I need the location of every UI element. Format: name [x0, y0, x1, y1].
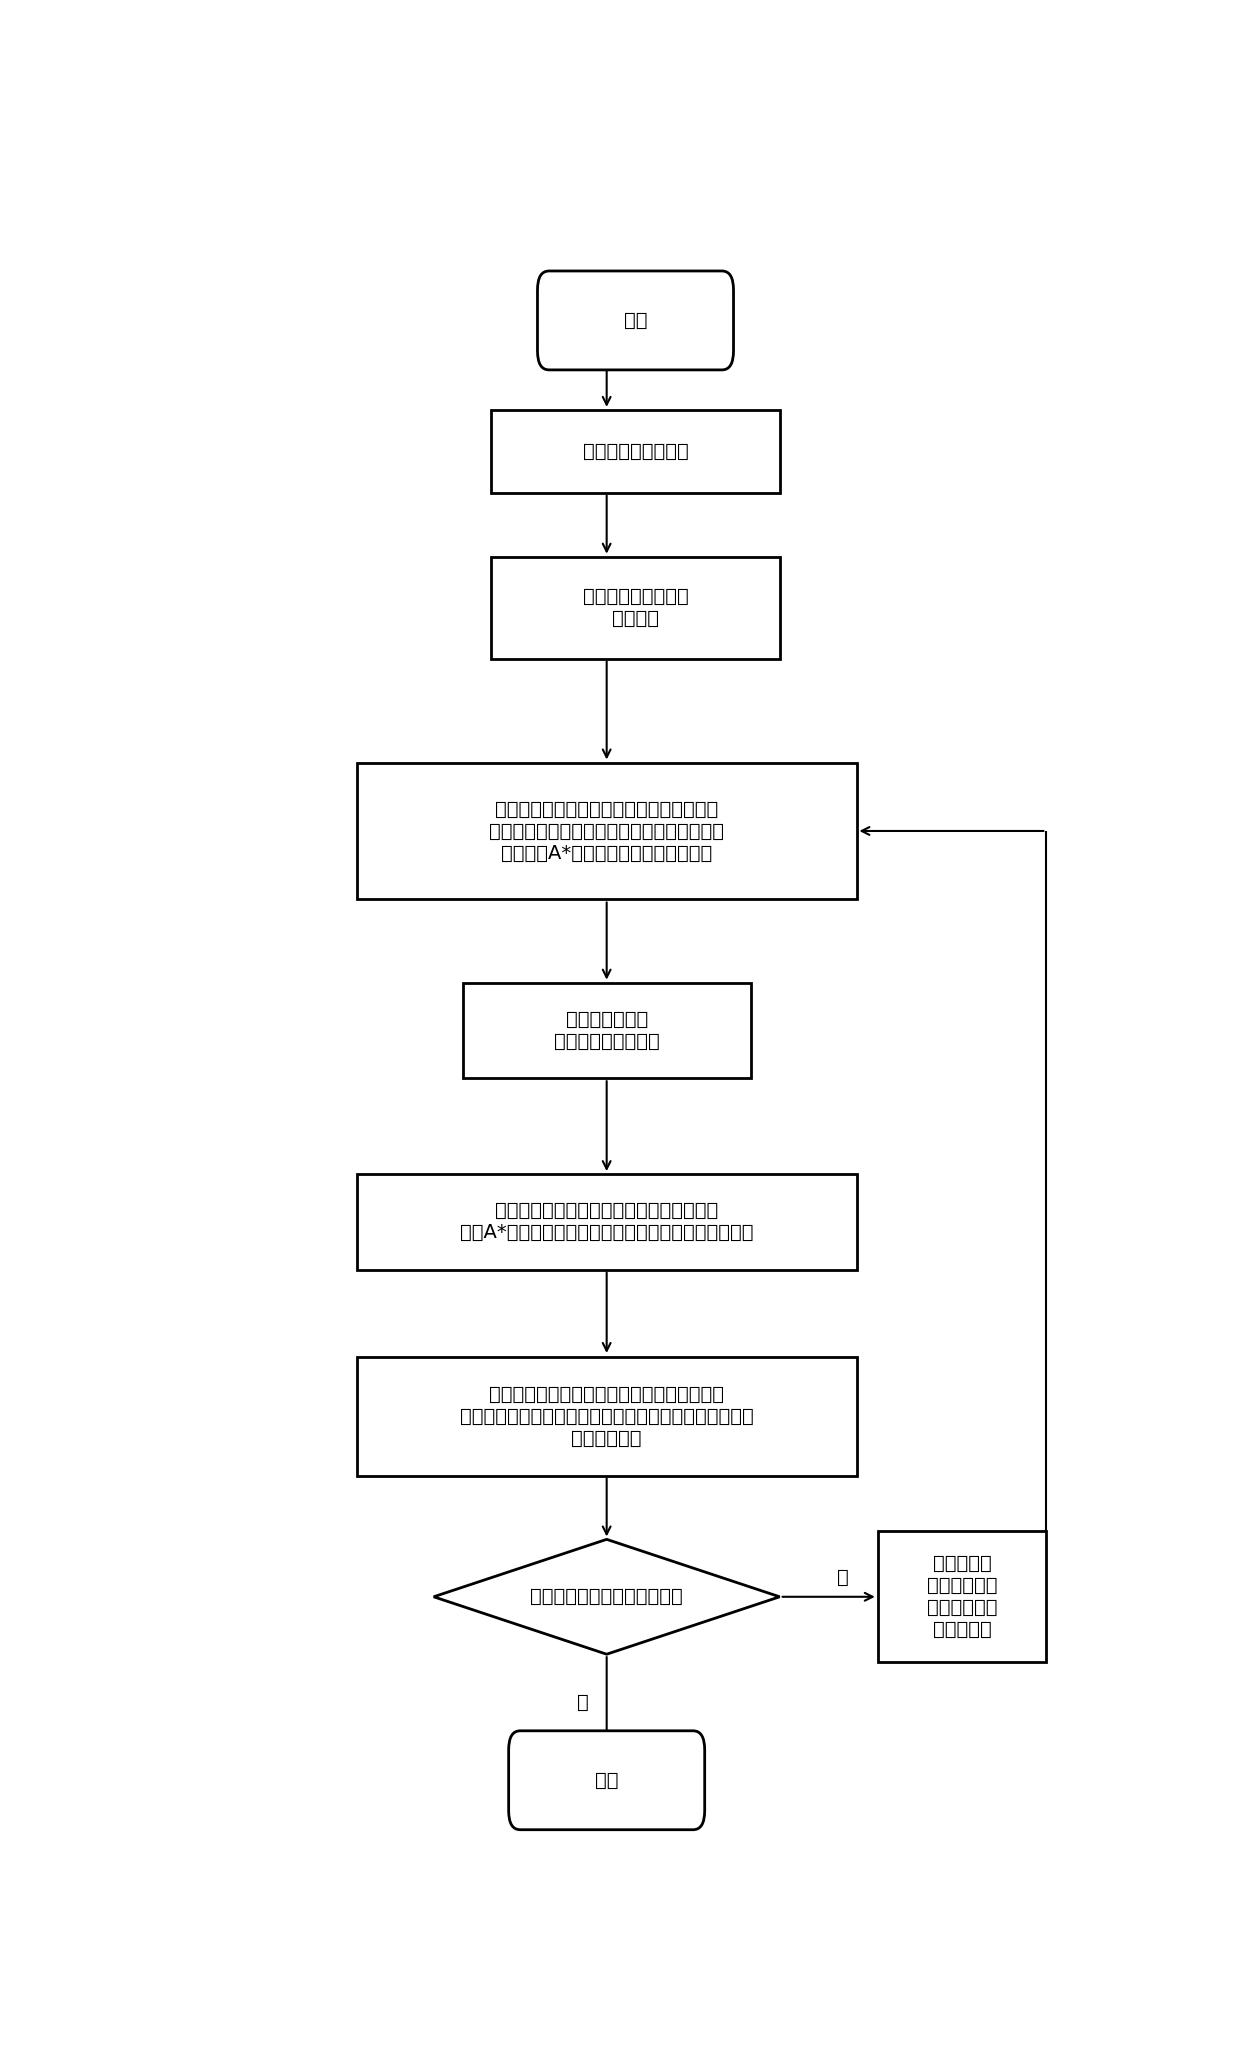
Text: 构建基础的六角网格: 构建基础的六角网格 — [583, 441, 688, 460]
FancyBboxPatch shape — [537, 271, 734, 371]
Text: 在六角网格范围内选取路径的起点和终点，
利用A*算法计算出起点到终点在六角网格上的最短路径: 在六角网格范围内选取路径的起点和终点， 利用A*算法计算出起点到终点在六角网格上… — [460, 1202, 754, 1243]
Polygon shape — [434, 1539, 780, 1653]
Text: 加载非显示拓扑矢量
地图数据: 加载非显示拓扑矢量 地图数据 — [583, 586, 688, 628]
Bar — [357, 1175, 857, 1270]
Text: 结合六角格边所关联的原始公路信息和上一步
计算的最短路径结果，反向解析，得到矢量地图的最短路
径规划结果；: 结合六角格边所关联的原始公路信息和上一步 计算的最短路径结果，反向解析，得到矢量… — [460, 1384, 754, 1448]
Bar — [491, 410, 780, 493]
Bar — [357, 1357, 857, 1477]
Bar — [463, 982, 750, 1077]
Text: 修改矢量数
据，或调整地
形量化后的六
角网格数据: 修改矢量数 据，或调整地 形量化后的六 角网格数据 — [928, 1554, 997, 1639]
Text: 否: 否 — [577, 1693, 589, 1711]
Bar — [491, 557, 780, 659]
Text: 对矢量地图数据进行六角网格的地形量化；
把原始的公路图层抽象为六角网格上的公路属
性，形成A*算法计算时所需的拓扑关系: 对矢量地图数据进行六角网格的地形量化； 把原始的公路图层抽象为六角网格上的公路属… — [489, 800, 724, 862]
FancyBboxPatch shape — [508, 1730, 704, 1830]
Text: 是: 是 — [837, 1569, 849, 1587]
Text: 记录六角格边所
关联的原始公路信息: 记录六角格边所 关联的原始公路信息 — [554, 1009, 660, 1051]
Bar — [357, 762, 857, 899]
Text: 结束: 结束 — [595, 1772, 619, 1790]
Bar — [878, 1531, 1047, 1662]
Text: 最短路径规划结果是否需调整: 最短路径规划结果是否需调整 — [531, 1587, 683, 1606]
Text: 开始: 开始 — [624, 311, 647, 329]
